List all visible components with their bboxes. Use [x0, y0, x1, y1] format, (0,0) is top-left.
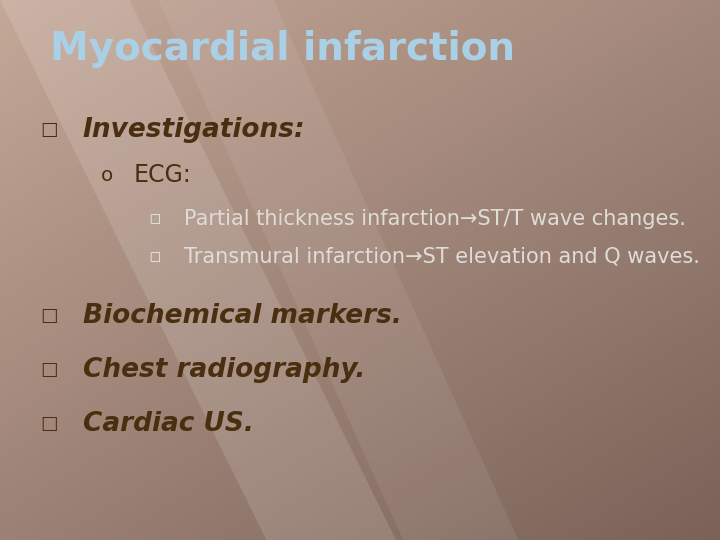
Text: □: □ [40, 307, 58, 325]
Text: Biochemical markers.: Biochemical markers. [83, 303, 402, 329]
Text: Transmural infarction→ST elevation and Q waves.: Transmural infarction→ST elevation and Q… [184, 246, 699, 267]
Text: Cardiac US.: Cardiac US. [83, 411, 253, 437]
Text: □: □ [40, 361, 58, 379]
Text: ▫: ▫ [148, 209, 161, 228]
Polygon shape [0, 0, 396, 540]
Polygon shape [158, 0, 518, 540]
Text: Myocardial infarction: Myocardial infarction [50, 30, 516, 68]
Text: Investigations:: Investigations: [83, 117, 305, 143]
Text: □: □ [40, 120, 58, 139]
Text: Chest radiography.: Chest radiography. [83, 357, 365, 383]
Text: ▫: ▫ [148, 247, 161, 266]
Text: ECG:: ECG: [133, 164, 191, 187]
Text: o: o [100, 166, 113, 185]
Text: Partial thickness infarction→ST/T wave changes.: Partial thickness infarction→ST/T wave c… [184, 208, 685, 229]
Text: □: □ [40, 415, 58, 433]
